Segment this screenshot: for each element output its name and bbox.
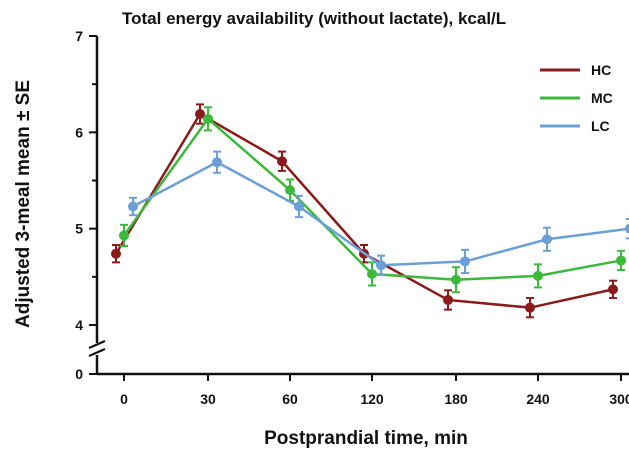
legend: HC MC LC xyxy=(540,62,613,134)
data-point xyxy=(119,230,129,241)
data-point xyxy=(616,255,626,266)
legend-item-lc: LC xyxy=(540,118,610,134)
y-axis-label: Adjusted 3-meal mean ± SE xyxy=(13,80,34,328)
axis-break-mark xyxy=(88,339,106,358)
plot-area xyxy=(111,103,629,319)
y-tick-label: 0 xyxy=(75,366,83,382)
x-tick-label: 300 xyxy=(609,391,629,407)
x-tick-label: 60 xyxy=(282,391,298,407)
data-point xyxy=(460,256,470,267)
series-hc xyxy=(111,103,618,319)
data-point xyxy=(277,156,287,167)
series-mc xyxy=(119,106,626,294)
data-point xyxy=(542,234,552,245)
chart-title: Total energy availability (without lacta… xyxy=(122,9,506,28)
data-point xyxy=(533,270,543,281)
data-point xyxy=(212,157,222,168)
data-point xyxy=(608,284,618,295)
series-line xyxy=(132,160,629,267)
data-point xyxy=(128,201,138,212)
y-tick-label: 6 xyxy=(75,124,83,140)
x-axis: 0 30 60 120 180 240 300 xyxy=(97,372,629,407)
data-point xyxy=(294,201,304,212)
data-point xyxy=(203,113,213,124)
data-point xyxy=(195,109,205,120)
y-tick-label: 7 xyxy=(75,28,83,44)
series-line xyxy=(122,117,622,281)
legend-label: LC xyxy=(591,118,610,134)
data-point xyxy=(376,260,386,271)
data-point xyxy=(111,248,121,259)
x-axis-label: Postprandial time, min xyxy=(264,428,468,449)
x-tick-label: 30 xyxy=(200,391,216,407)
x-tick-label: 240 xyxy=(526,391,550,407)
y-tick-label: 5 xyxy=(75,221,83,237)
legend-item-hc: HC xyxy=(540,62,611,78)
data-point xyxy=(285,185,295,196)
x-tick-label: 120 xyxy=(360,391,384,407)
data-point xyxy=(625,223,629,234)
x-tick-label: 180 xyxy=(444,391,468,407)
y-axis: 0 4 5 6 7 xyxy=(75,28,106,382)
data-point xyxy=(451,274,461,285)
legend-label: HC xyxy=(591,62,611,78)
x-tick-label: 0 xyxy=(120,391,128,407)
data-point xyxy=(443,294,453,305)
legend-item-mc: MC xyxy=(540,90,613,106)
data-point xyxy=(525,302,535,313)
y-tick-label: 4 xyxy=(75,317,83,333)
legend-label: MC xyxy=(591,90,613,106)
data-point xyxy=(367,268,377,279)
series-lc xyxy=(128,150,629,276)
